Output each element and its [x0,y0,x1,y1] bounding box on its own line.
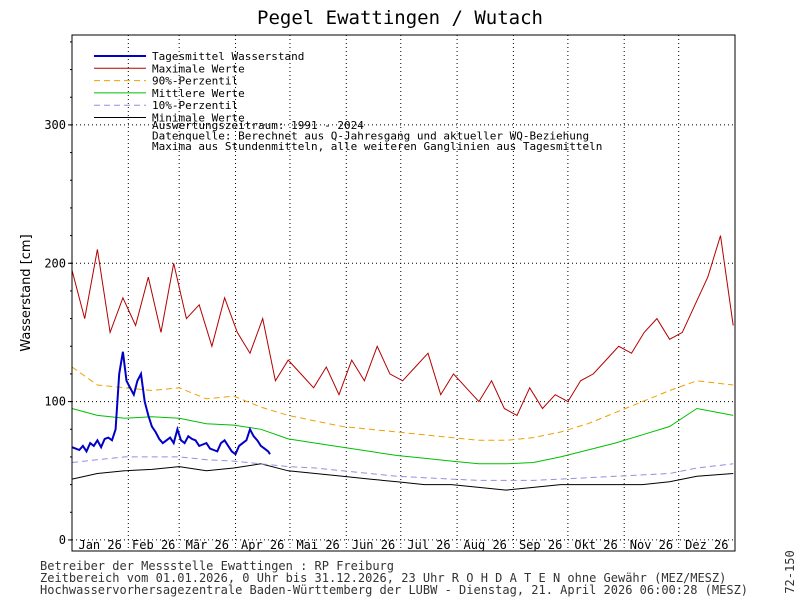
footer-operator: Betreiber der Messstelle Ewattingen : RP… [40,559,394,573]
footer-timerange: Zeitbereich vom 01.01.2026, 0 Uhr bis 31… [40,571,726,585]
legend-note: Maxima aus Stundenmitteln, alle weiteren… [152,140,602,153]
x-tick-label: Jun 26 [352,538,395,552]
x-tick-label: Mai 26 [296,538,339,552]
x-tick-label: Sep 26 [519,538,562,552]
grid-lines [72,35,735,551]
x-tick-label: Mär 26 [186,538,229,552]
x-tick-label: Aug 26 [464,538,507,552]
x-axis: Jan 26 Feb 26 Mär 26 Apr 26 Mai 26 Jun 26 Jul … [78,538,728,552]
legend-label-p90: 90%-Perzentil [152,75,238,88]
legend-note: Auswertungszeitraum: 1991 - 2024 [152,119,364,132]
x-tick-label: Okt 26 [574,538,617,552]
plot-frame [71,34,736,552]
legend-label-mittel: Mittlere Werte [152,87,245,100]
chart-title: Pegel Ewattingen / Wutach [257,7,543,29]
y-tick-label: 300 [44,118,66,132]
legend-label-maximal: Maximale Werte [152,62,245,75]
series-line-p10 [71,456,734,481]
y-axis: 0 100 200 300 [44,41,72,547]
legend-label-tagesmittel: Tagesmittel Wasserstand [152,50,304,63]
y-tick-label: 0 [59,533,66,547]
x-tick-label: Apr 26 [241,538,284,552]
y-tick-label: 200 [44,256,66,270]
x-tick-label: Dez 26 [685,538,728,552]
footer-side-code: 72-150 [783,550,797,593]
y-tick-label: 100 [44,395,66,409]
y-axis-label: Wasserstand [cm] [19,234,34,351]
x-tick-label: Nov 26 [630,538,673,552]
series-layer [71,235,734,491]
legend-note: Datenquelle: Berechnet aus Q-Jahresgang … [152,130,589,143]
series-line-mittel [71,407,734,465]
legend-label-minimal: Minimale Werte [152,112,245,125]
x-tick-label: Feb 26 [132,538,175,552]
series-line-p90 [71,366,734,441]
legend-label-p10: 10%-Perzentil [152,99,238,112]
series-line-tagesmittel [71,351,271,456]
x-tick-label: Jul 26 [407,538,450,552]
x-tick-label: Jan 26 [78,538,121,552]
series-line-maximal [71,235,734,417]
series-line-minimal [71,463,734,491]
footer-source: Hochwasservorhersagezentrale Baden-Württ… [40,583,748,597]
